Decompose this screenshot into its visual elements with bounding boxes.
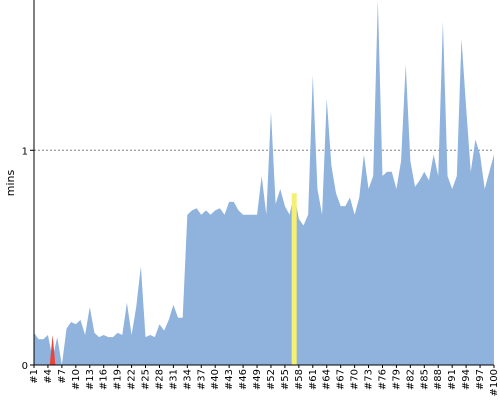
x-tick-label: #67 <box>336 369 347 390</box>
x-tick-label: #49 <box>252 369 263 390</box>
x-tick-label: #19 <box>113 369 124 390</box>
x-tick-label: #85 <box>419 369 430 390</box>
x-tick-label: #82 <box>405 369 416 390</box>
x-tick-label: #25 <box>141 369 152 390</box>
area-fill <box>34 0 494 365</box>
highlight-marker <box>291 193 297 365</box>
x-tick-label: #40 <box>210 369 221 390</box>
x-tick-label: #7 <box>57 369 68 384</box>
x-tick-label: #64 <box>322 369 333 390</box>
x-tick-label: #70 <box>350 369 361 390</box>
y-axis-title: mins <box>4 169 17 196</box>
x-tick-label: #28 <box>154 369 165 390</box>
x-tick-label: #61 <box>308 369 319 390</box>
y-tick-label: 0 <box>22 361 28 372</box>
x-tick-label: #34 <box>182 369 193 390</box>
x-tick-label: #37 <box>196 369 207 390</box>
x-tick-label: #52 <box>266 369 277 390</box>
y-tick-labels: 01 <box>22 146 28 372</box>
x-tick-label: #43 <box>224 369 235 390</box>
x-tick-label: #16 <box>99 369 110 390</box>
x-tick-label: #31 <box>168 369 179 390</box>
x-tick-label: #100 <box>489 369 500 396</box>
x-tick-label: #88 <box>433 369 444 390</box>
x-tick-label: #22 <box>127 369 138 390</box>
highlight-marker <box>49 334 56 365</box>
axes <box>30 0 495 368</box>
highlights <box>49 193 297 365</box>
x-tick-label: #4 <box>43 369 54 384</box>
x-tick-labels: #1 #4 #7 #10 #13 #16 #19 #22 #25 #28 #31 #34 #37 #40 #… <box>29 369 500 396</box>
x-tick-label: #1 <box>29 369 40 384</box>
x-tick-label: #76 <box>377 369 388 390</box>
y-tick-label: 1 <box>22 146 28 157</box>
area-series <box>34 0 494 365</box>
x-tick-label: #13 <box>85 369 96 390</box>
x-tick-label: #73 <box>364 369 375 390</box>
x-tick-label: #94 <box>461 369 472 390</box>
x-tick-label: #55 <box>280 369 291 390</box>
x-tick-label: #10 <box>71 369 82 390</box>
x-tick-label: #79 <box>391 369 402 390</box>
x-tick-label: #58 <box>294 369 305 390</box>
x-tick-label: #46 <box>238 369 249 390</box>
x-tick-label: #97 <box>475 369 486 390</box>
x-tick-label: #91 <box>447 369 458 390</box>
